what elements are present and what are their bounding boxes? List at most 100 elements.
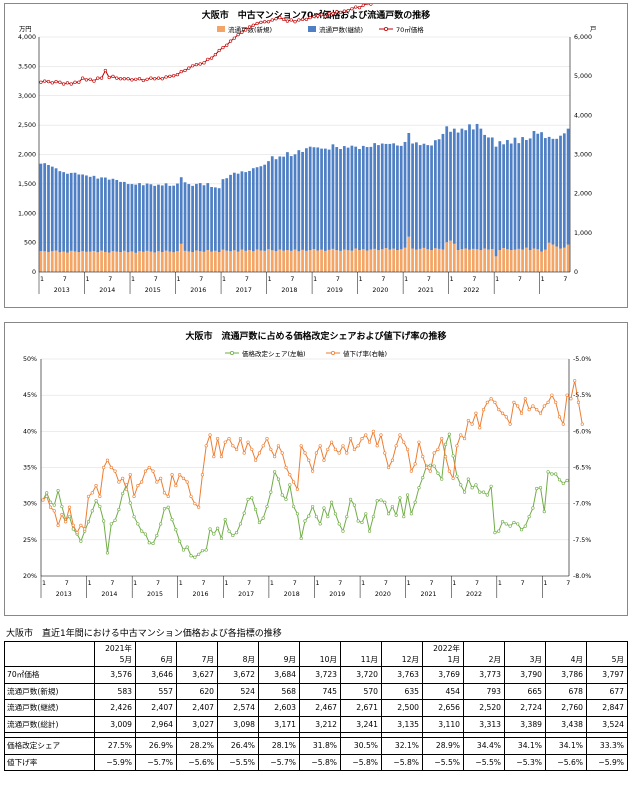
share-point xyxy=(546,470,550,474)
bar-continuing-units xyxy=(172,185,176,253)
price-point xyxy=(274,17,278,21)
share-point xyxy=(45,491,49,495)
price-point xyxy=(331,11,335,16)
value-cell: 3,212 xyxy=(299,715,341,733)
price-cut-rate-point xyxy=(67,505,72,509)
price-cut-rate-point xyxy=(280,451,284,455)
bar-new-units xyxy=(327,249,331,272)
share-point xyxy=(155,533,159,538)
bar-new-units xyxy=(43,251,47,272)
x-month-tick-label: 7 xyxy=(154,276,158,283)
price-point xyxy=(354,5,358,9)
share-point xyxy=(254,507,258,512)
price-point xyxy=(282,17,286,21)
price-point xyxy=(160,77,164,81)
y-right-tick-label: 6,000 xyxy=(574,34,592,41)
bar-continuing-units xyxy=(122,181,126,251)
bar-continuing-units xyxy=(85,175,88,252)
price-cut-rate-point xyxy=(295,487,300,491)
bar-new-units xyxy=(559,248,562,272)
value-cell: 524 xyxy=(217,682,259,700)
price-cut-rate-point xyxy=(86,494,91,499)
price-cut-rate-point xyxy=(493,400,497,404)
share-point xyxy=(136,522,140,526)
share-point xyxy=(227,529,231,533)
value-cell: 27.5% xyxy=(94,737,136,755)
bar-continuing-units xyxy=(377,145,380,251)
bar-continuing-units xyxy=(225,178,229,251)
share-point xyxy=(265,504,269,509)
bar-new-units xyxy=(160,252,164,272)
y-left-tick-label: 45% xyxy=(23,392,37,399)
x-year-label: 2016 xyxy=(193,591,209,598)
price-point xyxy=(278,16,282,20)
price-point xyxy=(270,18,274,22)
bar-new-units xyxy=(115,251,119,272)
bar-new-units xyxy=(430,250,433,272)
x-month-tick-label: 7 xyxy=(521,580,525,587)
share-point xyxy=(273,470,277,474)
bar-continuing-units xyxy=(47,164,50,252)
price-point xyxy=(137,77,142,81)
bar-new-units xyxy=(50,251,54,272)
bar-continuing-units xyxy=(498,141,502,251)
price-cut-rate-point xyxy=(481,408,486,412)
bar-continuing-units xyxy=(475,123,479,250)
x-month-tick-label: 1 xyxy=(543,580,547,587)
value-cell: 3,672 xyxy=(217,666,259,684)
value-cell: 620 xyxy=(176,682,218,700)
bar-new-units xyxy=(130,251,134,272)
price-cut-rate-point xyxy=(299,444,303,448)
bar-new-units xyxy=(111,251,115,272)
bar-continuing-units xyxy=(323,148,327,251)
header-month-cell: 6月 xyxy=(135,641,177,667)
legend-swatch-new xyxy=(217,26,225,32)
bar-new-units xyxy=(217,252,221,272)
y-right-tick-label: 3,000 xyxy=(574,152,592,159)
bar-continuing-units xyxy=(229,174,232,252)
bar-continuing-units xyxy=(369,146,373,250)
bar-continuing-units xyxy=(479,128,483,251)
bar-continuing-units xyxy=(286,152,289,251)
x-year-label: 2017 xyxy=(238,591,254,598)
bar-continuing-units xyxy=(66,173,69,253)
x-year-label: 2019 xyxy=(329,591,345,598)
bar-new-units xyxy=(403,247,407,272)
x-month-tick-label: 1 xyxy=(42,580,46,587)
price-point xyxy=(172,74,176,78)
indicator-table: 2021年 5月 6月 7月 8月 9月 10月 11月 12月 2022年 1月 2… xyxy=(4,641,628,771)
bar-new-units xyxy=(350,250,354,272)
bar-new-units xyxy=(157,251,160,272)
bar-continuing-units xyxy=(214,187,217,251)
bar-new-units xyxy=(460,249,464,272)
bar-new-units xyxy=(433,248,437,272)
price-cut-rate-point xyxy=(105,458,110,462)
bar-new-units xyxy=(441,249,445,272)
x-month-tick-label: 1 xyxy=(177,276,181,283)
share-point xyxy=(48,500,53,504)
value-cell: 34.1% xyxy=(504,737,546,755)
bar-continuing-units xyxy=(251,168,255,252)
x-month-tick-label: 1 xyxy=(222,276,226,283)
price-cut-rate-point xyxy=(257,451,262,455)
share-point xyxy=(132,515,136,519)
price-point xyxy=(247,25,252,29)
chart1-legend: 流通戸数(新規) 流通戸数(継続) 70㎡価格 xyxy=(217,25,424,34)
bar-new-units xyxy=(293,249,297,272)
share-point xyxy=(379,498,383,502)
bar-new-units xyxy=(521,249,524,272)
price-cut-rate-point xyxy=(318,444,322,448)
bar-new-units xyxy=(62,251,66,272)
share-point xyxy=(193,555,197,559)
x-month-tick-label: 7 xyxy=(293,580,297,587)
price-cut-rate-point xyxy=(140,480,144,484)
bar-new-units xyxy=(92,251,96,272)
price-point xyxy=(92,79,96,83)
price-cut-rate-point xyxy=(216,436,220,441)
price-cut-rate-point xyxy=(292,480,296,484)
bar-new-units xyxy=(183,250,187,272)
header-year-label xyxy=(344,643,378,654)
header-month-cell: 3月 xyxy=(504,641,546,667)
bar-continuing-units xyxy=(107,179,111,253)
price-point xyxy=(164,75,168,79)
